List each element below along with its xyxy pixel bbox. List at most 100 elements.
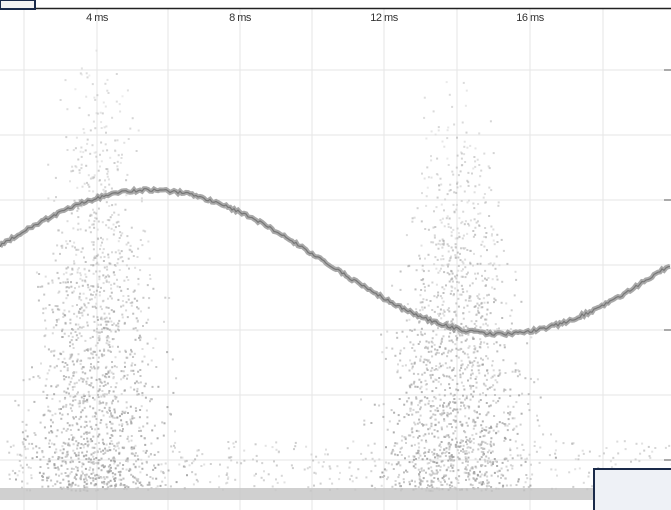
noise-dot xyxy=(145,449,148,452)
noise-dot xyxy=(49,410,52,413)
noise-dot xyxy=(65,240,68,243)
noise-dot xyxy=(227,447,230,450)
noise-dot xyxy=(478,224,481,227)
noise-dot xyxy=(438,269,441,272)
noise-dot xyxy=(23,437,26,440)
noise-dot xyxy=(53,463,56,466)
noise-dot xyxy=(123,321,126,324)
noise-dot xyxy=(69,395,72,398)
noise-dot xyxy=(180,456,182,459)
noise-dot xyxy=(84,149,87,152)
noise-dot xyxy=(60,417,63,420)
noise-dot xyxy=(502,390,505,393)
noise-dot xyxy=(434,256,437,259)
noise-dot xyxy=(521,443,524,446)
noise-dot xyxy=(175,481,178,484)
noise-dot xyxy=(66,428,69,431)
noise-dot xyxy=(509,484,512,487)
noise-dot xyxy=(641,442,644,445)
noise-dot xyxy=(106,268,109,271)
noise-dot xyxy=(524,481,527,484)
noise-dot xyxy=(33,400,36,403)
noise-dot xyxy=(449,470,452,473)
noise-dot xyxy=(103,395,106,398)
noise-dot xyxy=(55,473,58,476)
noise-dot xyxy=(480,473,483,476)
noise-dot xyxy=(428,448,431,451)
noise-dot xyxy=(488,430,491,433)
noise-dot xyxy=(456,408,459,411)
noise-dot xyxy=(67,484,70,487)
noise-dot xyxy=(454,374,457,377)
noise-dot xyxy=(383,475,386,477)
noise-dot xyxy=(454,415,457,418)
noise-dot xyxy=(107,349,110,352)
noise-dot xyxy=(449,189,452,191)
noise-dot xyxy=(170,445,173,448)
noise-dot xyxy=(490,234,493,237)
noise-dot xyxy=(409,359,412,362)
noise-dot xyxy=(454,401,457,404)
noise-dot xyxy=(50,385,53,388)
noise-dot xyxy=(415,355,418,358)
noise-dot xyxy=(448,366,451,369)
noise-dot xyxy=(44,307,47,310)
noise-dot xyxy=(80,67,83,70)
noise-dot xyxy=(125,356,128,359)
noise-dot xyxy=(87,357,90,360)
noise-dot xyxy=(349,461,352,464)
noise-dot xyxy=(149,453,152,456)
noise-dot xyxy=(472,264,474,267)
noise-dot xyxy=(516,447,519,450)
noise-dot xyxy=(451,426,453,429)
noise-dot xyxy=(475,313,478,316)
noise-dot xyxy=(487,293,490,296)
noise-dot xyxy=(452,173,455,176)
noise-dot xyxy=(134,382,137,385)
noise-dot xyxy=(264,444,267,447)
noise-dot xyxy=(76,392,79,395)
noise-dot xyxy=(466,366,469,369)
noise-dot xyxy=(392,450,395,452)
noise-dot xyxy=(164,462,167,465)
noise-dot xyxy=(492,442,495,445)
noise-dot xyxy=(110,291,113,294)
noise-dot xyxy=(419,301,422,304)
noise-dot xyxy=(98,179,101,182)
noise-dot xyxy=(447,307,450,310)
noise-dot xyxy=(138,465,141,468)
noise-dot xyxy=(483,301,486,304)
noise-dot xyxy=(71,273,74,275)
noise-dot xyxy=(76,186,79,189)
noise-dot xyxy=(433,435,436,438)
noise-dot xyxy=(419,387,422,390)
noise-dot xyxy=(80,167,83,170)
noise-dot xyxy=(442,239,445,242)
noise-dot xyxy=(481,274,483,277)
noise-dot xyxy=(431,390,434,393)
noise-dot xyxy=(107,256,110,259)
noise-dot xyxy=(85,479,88,482)
noise-dot xyxy=(83,267,86,270)
noise-dot xyxy=(481,440,484,443)
noise-dot xyxy=(436,258,439,261)
noise-dot xyxy=(427,341,430,344)
noise-dot xyxy=(362,458,365,461)
noise-dot xyxy=(84,467,87,470)
noise-dot xyxy=(128,467,131,470)
noise-dot xyxy=(440,441,443,443)
noise-dot xyxy=(469,284,471,287)
noise-dot xyxy=(87,349,89,352)
noise-dot xyxy=(478,293,481,296)
noise-dot xyxy=(74,399,77,401)
noise-dot xyxy=(75,474,78,476)
noise-dot xyxy=(75,253,78,256)
noise-dot xyxy=(47,348,50,351)
noise-dot xyxy=(139,409,142,411)
noise-dot xyxy=(453,210,456,213)
noise-dot xyxy=(87,183,90,186)
noise-dot xyxy=(363,419,366,422)
noise-dot xyxy=(395,331,398,334)
noise-dot xyxy=(319,482,322,485)
noise-dot xyxy=(460,164,463,167)
